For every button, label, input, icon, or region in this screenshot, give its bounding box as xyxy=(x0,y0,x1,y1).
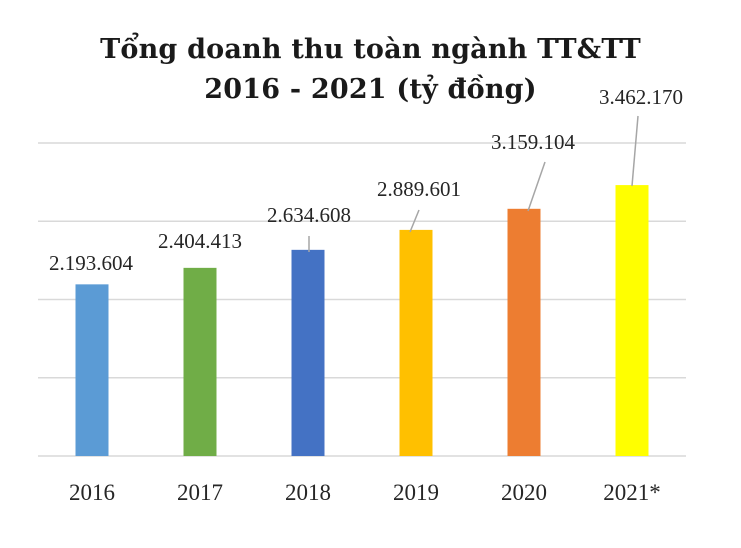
leader-line xyxy=(409,209,420,233)
bar-2018 xyxy=(291,249,325,456)
chart-title-line-1: Tổng doanh thu toàn ngành TT&TT xyxy=(100,34,641,65)
x-tick-label: 2019 xyxy=(393,480,439,505)
data-label: 2.889.601 xyxy=(377,177,461,201)
bar-2016 xyxy=(75,284,109,456)
x-tick-label: 2018 xyxy=(285,480,331,505)
data-label: 2.634.608 xyxy=(267,203,351,227)
bar-2020 xyxy=(507,208,541,456)
x-tick-label: 2021* xyxy=(603,480,661,505)
x-tick-label: 2020 xyxy=(501,480,547,505)
leader-line xyxy=(527,161,546,212)
data-label: 2.404.413 xyxy=(158,229,242,253)
bar-2021* xyxy=(615,185,649,456)
bar-2017 xyxy=(183,267,217,456)
data-label: 3.462.170 xyxy=(599,85,683,109)
bar-2019 xyxy=(399,229,433,456)
x-tick-label: 2016 xyxy=(69,480,115,505)
x-tick-label: 2017 xyxy=(177,480,223,505)
data-label: 2.193.604 xyxy=(49,251,134,275)
chart-title-line-2: 2016 - 2021 (tỷ đồng) xyxy=(204,74,537,105)
leader-line xyxy=(631,115,639,187)
data-label: 3.159.104 xyxy=(491,130,576,154)
